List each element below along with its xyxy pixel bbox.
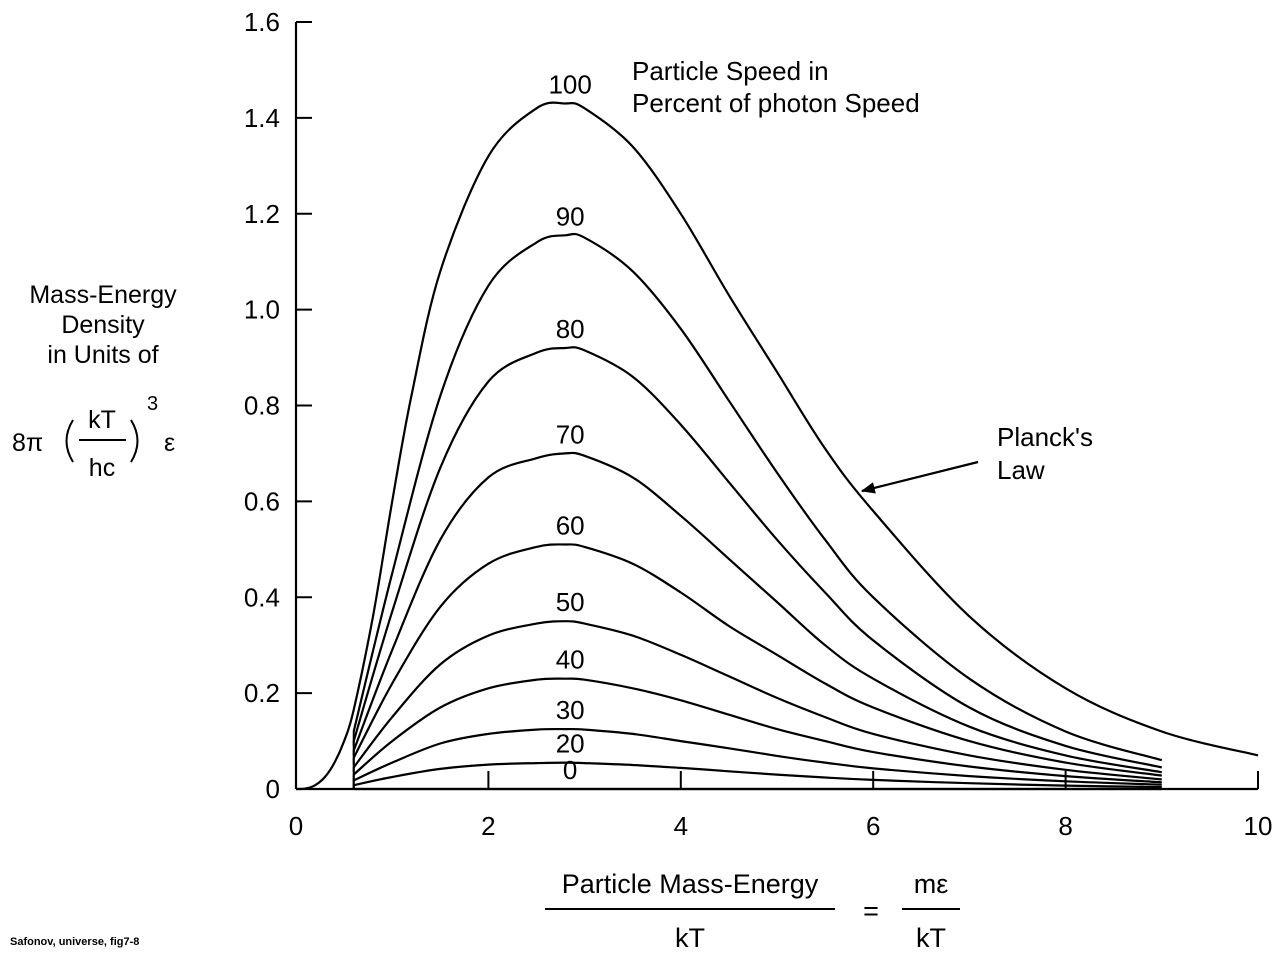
x-label-denominator: kT xyxy=(675,923,705,953)
x-tick-label: 0 xyxy=(289,811,303,841)
x-label-equals: = xyxy=(863,896,879,926)
curve-label: 100 xyxy=(548,69,591,99)
y-tick-label: 0.8 xyxy=(244,391,280,421)
x-axis-label: Particle Mass-Energy kT = mε kT xyxy=(545,869,960,953)
y-tick-label: 0.6 xyxy=(244,486,280,516)
series-line-30 xyxy=(353,727,1162,786)
y-axis-label: Mass-Energy Density in Units of 8π kT hc… xyxy=(12,281,177,482)
series-line-90 xyxy=(352,232,1163,762)
y-label-coef: 8π xyxy=(12,429,43,457)
planck-label-line-1: Planck's xyxy=(997,422,1093,452)
y-tick-label: 0.2 xyxy=(244,678,280,708)
annotation-line-1: Particle Speed in xyxy=(632,56,829,86)
x-label-rhs-denominator: kT xyxy=(916,923,946,953)
series-line-60 xyxy=(352,543,1162,777)
credit-text: Safonov, universe, fig7-8 xyxy=(10,936,139,948)
y-label-frac-top: kT xyxy=(88,406,116,434)
curve-label: 60 xyxy=(556,511,585,541)
planck-label-line-2: Law xyxy=(997,455,1045,485)
y-label-suffix: ε xyxy=(164,429,175,457)
y-label-line-1: Mass-Energy xyxy=(29,281,177,309)
y-label-frac-bottom: hc xyxy=(89,454,115,482)
x-tick-label: 4 xyxy=(674,811,688,841)
series-line-70 xyxy=(352,451,1162,774)
x-tick-labels: 0 2 4 6 8 10 xyxy=(289,811,1273,841)
y-tick-labels: 0 0.2 0.4 0.6 0.8 1.0 1.2 1.4 1.6 xyxy=(244,7,280,804)
x-tick-label: 10 xyxy=(1244,811,1273,841)
curve-label: 0 xyxy=(563,755,577,785)
x-tick-label: 2 xyxy=(481,811,495,841)
axes xyxy=(294,22,1258,791)
ticks xyxy=(295,21,1259,790)
x-label-rhs-numerator: mε xyxy=(914,869,949,899)
curve-label: 40 xyxy=(556,645,585,675)
y-label-exponent: 3 xyxy=(147,393,158,415)
y-tick-label: 1.2 xyxy=(244,199,280,229)
curve-label: 70 xyxy=(556,419,585,449)
series-line-80 xyxy=(352,346,1163,769)
y-label-line-2: Density xyxy=(61,311,145,339)
curve-label: 50 xyxy=(556,587,585,617)
curve-label: 80 xyxy=(556,314,585,344)
y-tick-label: 0.4 xyxy=(244,582,280,612)
x-tick-label: 8 xyxy=(1058,811,1072,841)
curve-labels: 100 90 80 70 60 50 40 30 200 xyxy=(548,69,591,785)
y-label-line-3: in Units of xyxy=(47,341,158,369)
curve-label: 90 xyxy=(556,201,585,231)
series-line-40 xyxy=(352,677,1162,784)
y-tick-label: 1.0 xyxy=(244,295,280,325)
curves xyxy=(295,101,1259,791)
series-line-50 xyxy=(352,620,1162,781)
x-label-numerator: Particle Mass-Energy xyxy=(562,869,819,899)
planck-arrow xyxy=(860,460,979,494)
y-tick-label: 1.6 xyxy=(244,7,280,37)
curve-label: 30 xyxy=(556,695,585,725)
left-paren xyxy=(65,419,74,463)
series-line-20 xyxy=(353,761,1162,789)
series-line-planck-s-law xyxy=(295,101,1259,791)
y-tick-label: 0 xyxy=(266,774,280,804)
annotation-line-2: Percent of photon Speed xyxy=(632,88,920,118)
right-paren xyxy=(130,419,139,463)
curve-label: 20 xyxy=(556,729,585,759)
x-tick-label: 6 xyxy=(866,811,880,841)
y-tick-label: 1.4 xyxy=(244,103,280,133)
